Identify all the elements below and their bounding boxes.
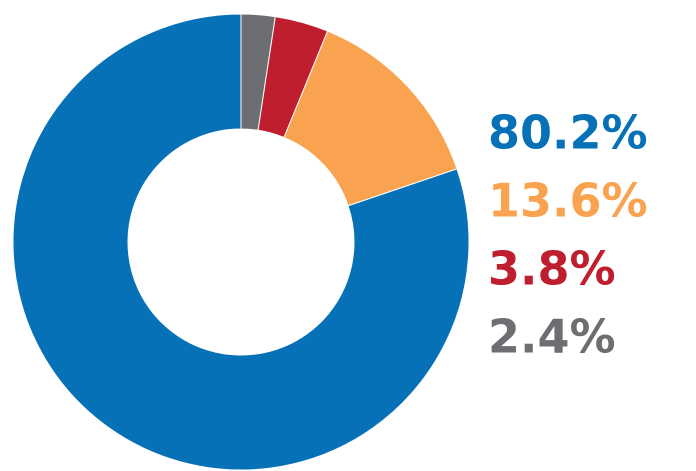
- slice: [12, 13, 470, 471]
- legend-label: 80.2%: [488, 106, 648, 160]
- slice: [283, 30, 458, 207]
- legend-label: 3.8%: [488, 242, 616, 296]
- legend-label: 13.6%: [488, 174, 648, 228]
- slice: [240, 13, 276, 131]
- legend-label: 2.4%: [488, 310, 616, 364]
